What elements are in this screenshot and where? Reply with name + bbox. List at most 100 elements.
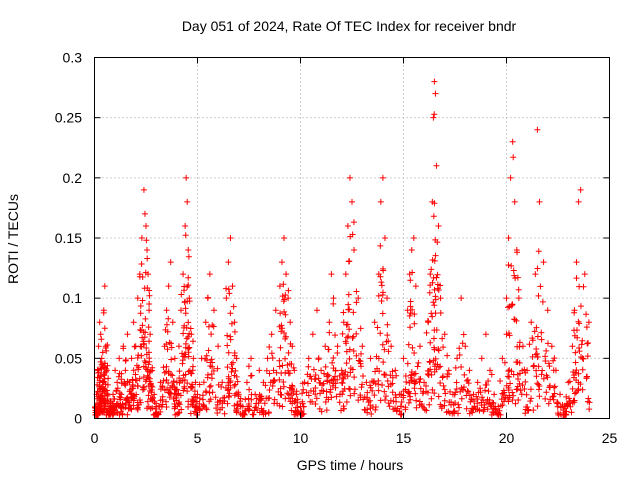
- data-point: [271, 396, 278, 403]
- data-point: [130, 402, 137, 409]
- data-point: [139, 297, 146, 304]
- data-point: [102, 381, 109, 388]
- data-point: [332, 332, 339, 339]
- data-point: [432, 90, 439, 97]
- data-point: [180, 271, 187, 278]
- data-point: [207, 396, 214, 403]
- data-point: [375, 387, 382, 394]
- data-point: [400, 355, 407, 362]
- data-point: [185, 349, 192, 356]
- data-point: [545, 360, 552, 367]
- grid-lines: [94, 57, 610, 419]
- data-point: [535, 363, 542, 370]
- data-point: [175, 400, 182, 407]
- data-point: [130, 397, 137, 404]
- data-point: [114, 379, 121, 386]
- data-point: [234, 378, 241, 385]
- data-point: [188, 331, 195, 338]
- data-point: [157, 408, 164, 415]
- data-point: [282, 333, 289, 340]
- data-point: [367, 384, 374, 391]
- data-point: [573, 389, 580, 396]
- data-point: [100, 402, 107, 409]
- data-point: [223, 295, 230, 302]
- data-point: [185, 319, 192, 326]
- data-point: [129, 376, 136, 383]
- data-point: [157, 379, 164, 386]
- data-point: [140, 186, 147, 193]
- data-point: [424, 389, 431, 396]
- data-point: [186, 344, 193, 351]
- data-point: [428, 371, 435, 378]
- data-point: [431, 257, 438, 264]
- y-tick-label: 0.1: [63, 290, 83, 306]
- data-point: [330, 295, 337, 302]
- data-point: [419, 390, 426, 397]
- data-point: [192, 379, 199, 386]
- data-point: [350, 333, 357, 340]
- data-point: [482, 331, 489, 338]
- data-point: [414, 363, 421, 370]
- data-point: [501, 389, 508, 396]
- data-point: [163, 341, 170, 348]
- data-point: [276, 363, 283, 370]
- data-point: [266, 370, 273, 377]
- data-point: [379, 174, 386, 181]
- data-point: [411, 320, 418, 327]
- data-point: [265, 409, 272, 416]
- data-point: [146, 375, 153, 382]
- data-point: [122, 367, 129, 374]
- data-point: [111, 395, 118, 402]
- data-point: [277, 310, 284, 317]
- data-point: [435, 364, 442, 371]
- data-point: [412, 283, 419, 290]
- data-point: [483, 381, 490, 388]
- data-point: [168, 344, 175, 351]
- data-point: [503, 295, 510, 302]
- data-point: [437, 310, 444, 317]
- y-tick-label: 0: [74, 411, 82, 427]
- data-point: [160, 377, 167, 384]
- data-point: [344, 373, 351, 380]
- data-point: [535, 381, 542, 388]
- data-point: [104, 362, 111, 369]
- data-point: [536, 198, 543, 205]
- data-point: [353, 352, 360, 359]
- data-point: [171, 355, 178, 362]
- data-point: [228, 368, 235, 375]
- data-point: [101, 283, 108, 290]
- data-point: [358, 363, 365, 370]
- data-point: [351, 374, 358, 381]
- data-point: [460, 331, 467, 338]
- data-point: [132, 371, 139, 378]
- data-point: [350, 309, 357, 316]
- data-point: [398, 403, 405, 410]
- data-point: [182, 340, 189, 347]
- data-point: [179, 360, 186, 367]
- data-point: [102, 343, 109, 350]
- data-point: [435, 347, 442, 354]
- data-point: [276, 283, 283, 290]
- data-point: [572, 359, 579, 366]
- data-point: [441, 397, 448, 404]
- data-point: [201, 403, 208, 410]
- data-point: [159, 396, 166, 403]
- data-point: [528, 319, 535, 326]
- data-point: [345, 306, 352, 313]
- data-point: [151, 398, 158, 405]
- data-point: [119, 400, 126, 407]
- data-point: [286, 360, 293, 367]
- data-point: [579, 337, 586, 344]
- data-point: [305, 355, 312, 362]
- data-point: [407, 324, 414, 331]
- data-point: [326, 319, 333, 326]
- data-point: [458, 395, 465, 402]
- data-point: [544, 340, 551, 347]
- data-point: [204, 294, 211, 301]
- data-point: [471, 398, 478, 405]
- data-point: [137, 399, 144, 406]
- data-point: [280, 378, 287, 385]
- data-point: [163, 363, 170, 370]
- data-point: [568, 409, 575, 416]
- data-point: [340, 309, 347, 316]
